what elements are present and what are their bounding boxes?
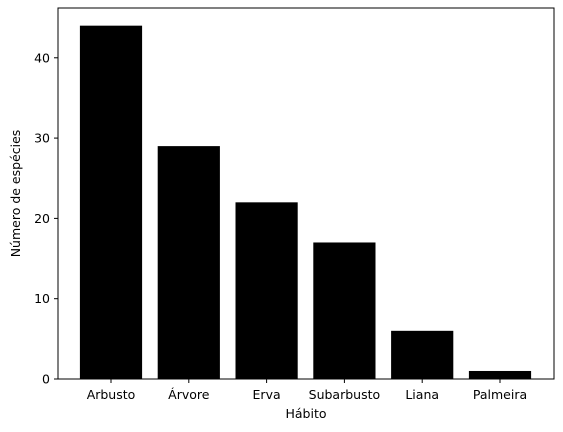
- x-tick-label: Arbusto: [87, 387, 136, 402]
- plot-frame: [57, 7, 555, 380]
- bar: [157, 146, 220, 379]
- x-tick-label: Palmeira: [473, 387, 527, 402]
- y-tick-label: 40: [34, 50, 50, 65]
- x-tick-label: Subarbusto: [309, 387, 381, 402]
- bar: [79, 25, 143, 379]
- y-tick-label: 30: [34, 131, 50, 146]
- x-axis-ticks: Arbusto Árvore Erva Subarbusto Liana Palmeira: [87, 379, 527, 402]
- y-tick-label: 0: [42, 372, 50, 387]
- bar: [391, 330, 454, 379]
- x-axis-label: Hábito: [285, 406, 326, 421]
- x-tick-label: Erva: [253, 387, 281, 402]
- bars-group: [79, 25, 532, 379]
- x-tick-label: Liana: [405, 387, 439, 402]
- y-axis-ticks: 0 10 20 30 40: [34, 50, 58, 387]
- bar: [313, 242, 376, 379]
- bar: [468, 370, 532, 379]
- x-tick-label: Árvore: [168, 387, 210, 402]
- y-axis-label: Número de espécies: [8, 130, 23, 258]
- y-tick-label: 20: [34, 211, 50, 226]
- bar: [235, 202, 298, 379]
- y-tick-label: 10: [34, 291, 50, 306]
